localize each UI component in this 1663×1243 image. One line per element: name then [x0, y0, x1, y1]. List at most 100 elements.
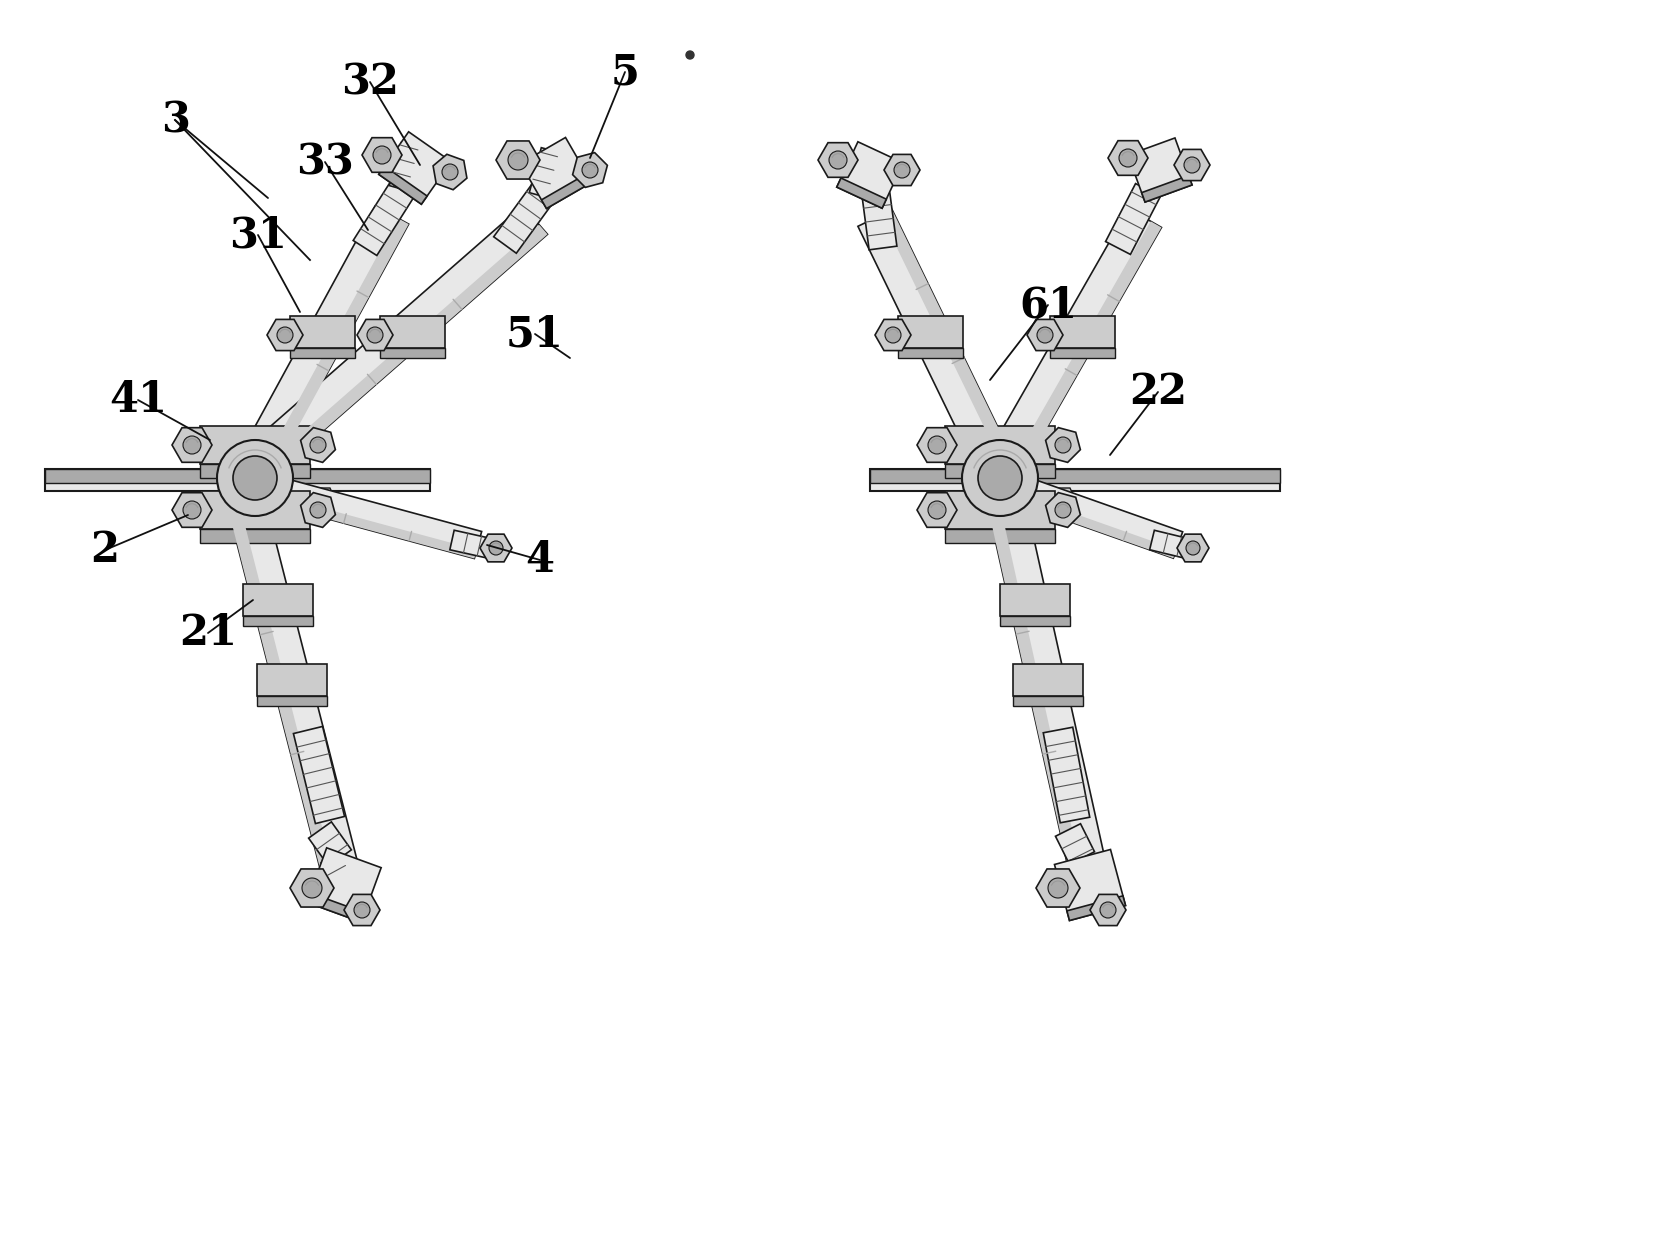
Polygon shape: [379, 167, 427, 204]
Polygon shape: [1054, 849, 1126, 921]
Circle shape: [233, 456, 278, 500]
Polygon shape: [200, 491, 309, 530]
Polygon shape: [1013, 664, 1083, 696]
Polygon shape: [496, 140, 540, 179]
Polygon shape: [1174, 149, 1211, 180]
Text: 31: 31: [229, 214, 288, 256]
Polygon shape: [45, 469, 431, 484]
Polygon shape: [308, 892, 364, 922]
Polygon shape: [818, 143, 858, 178]
Polygon shape: [289, 869, 334, 907]
Circle shape: [1038, 327, 1053, 343]
Polygon shape: [200, 464, 309, 479]
Circle shape: [885, 327, 901, 343]
Polygon shape: [870, 469, 1281, 491]
Polygon shape: [308, 848, 381, 922]
Polygon shape: [870, 469, 1281, 484]
Polygon shape: [1046, 428, 1081, 462]
Polygon shape: [379, 132, 451, 204]
Polygon shape: [1028, 319, 1063, 351]
Polygon shape: [861, 193, 896, 250]
Polygon shape: [309, 822, 351, 866]
Circle shape: [895, 162, 910, 178]
Polygon shape: [289, 316, 354, 348]
Polygon shape: [1036, 869, 1079, 907]
Circle shape: [828, 150, 846, 169]
Circle shape: [1099, 902, 1116, 919]
Circle shape: [1054, 438, 1071, 452]
Circle shape: [978, 456, 1023, 500]
Polygon shape: [283, 225, 547, 460]
Polygon shape: [1049, 316, 1114, 348]
Text: 5: 5: [610, 51, 640, 93]
Polygon shape: [898, 316, 963, 348]
Polygon shape: [278, 219, 409, 444]
Circle shape: [1119, 149, 1137, 167]
Polygon shape: [344, 895, 381, 926]
Circle shape: [309, 438, 326, 452]
Polygon shape: [278, 479, 482, 558]
Polygon shape: [836, 142, 903, 209]
Circle shape: [354, 902, 369, 919]
Circle shape: [928, 501, 946, 520]
Polygon shape: [389, 143, 419, 190]
Polygon shape: [945, 464, 1054, 479]
Polygon shape: [989, 506, 1106, 874]
Text: 2: 2: [90, 530, 120, 571]
Polygon shape: [916, 428, 956, 462]
Text: 3: 3: [161, 99, 190, 140]
Circle shape: [1184, 157, 1201, 173]
Polygon shape: [1149, 531, 1187, 558]
Polygon shape: [572, 153, 607, 188]
Text: 4: 4: [526, 539, 554, 580]
Polygon shape: [542, 174, 592, 209]
Polygon shape: [1089, 895, 1126, 926]
Polygon shape: [989, 511, 1081, 874]
Polygon shape: [858, 210, 999, 449]
Text: 32: 32: [341, 61, 399, 103]
Circle shape: [1054, 502, 1071, 518]
Polygon shape: [945, 426, 1054, 464]
Circle shape: [582, 162, 599, 178]
Polygon shape: [258, 664, 328, 696]
Polygon shape: [268, 319, 303, 351]
Polygon shape: [1177, 534, 1209, 562]
Polygon shape: [200, 426, 309, 464]
Polygon shape: [171, 492, 211, 527]
Circle shape: [373, 145, 391, 164]
Polygon shape: [1141, 175, 1192, 203]
Polygon shape: [171, 428, 211, 462]
Circle shape: [309, 502, 326, 518]
Polygon shape: [916, 492, 956, 527]
Circle shape: [1048, 878, 1068, 897]
Polygon shape: [432, 154, 467, 190]
Text: 33: 33: [296, 140, 354, 183]
Polygon shape: [945, 491, 1054, 530]
Polygon shape: [266, 205, 547, 460]
Polygon shape: [1023, 479, 1182, 558]
Polygon shape: [1013, 696, 1083, 706]
Text: 22: 22: [1129, 370, 1187, 413]
Polygon shape: [1068, 896, 1126, 921]
Polygon shape: [1106, 184, 1161, 255]
Polygon shape: [885, 154, 920, 185]
Circle shape: [961, 440, 1038, 516]
Circle shape: [442, 164, 457, 180]
Polygon shape: [321, 853, 351, 885]
Circle shape: [687, 51, 693, 58]
Polygon shape: [301, 492, 336, 527]
Polygon shape: [258, 696, 328, 706]
Polygon shape: [1024, 221, 1161, 450]
Polygon shape: [1128, 138, 1192, 203]
Polygon shape: [875, 319, 911, 351]
Circle shape: [489, 541, 502, 556]
Polygon shape: [200, 530, 309, 543]
Circle shape: [183, 436, 201, 454]
Circle shape: [278, 327, 293, 343]
Text: 21: 21: [180, 612, 238, 654]
Polygon shape: [945, 530, 1054, 543]
Polygon shape: [999, 488, 1079, 510]
Polygon shape: [1001, 209, 1161, 450]
Polygon shape: [45, 469, 431, 491]
Polygon shape: [353, 178, 417, 256]
